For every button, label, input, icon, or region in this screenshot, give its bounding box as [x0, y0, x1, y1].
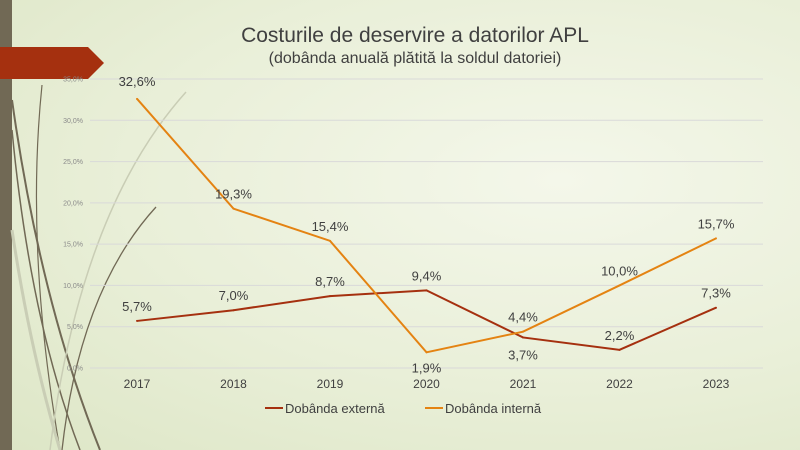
data-label: 10,0%	[601, 263, 638, 278]
data-label: 9,4%	[412, 268, 442, 283]
data-point	[232, 309, 235, 312]
y-tick-label: 5,0%	[67, 324, 83, 331]
x-tick-label: 2018	[220, 377, 247, 391]
data-label: 15,4%	[312, 219, 349, 234]
y-tick-label: 25,0%	[63, 159, 83, 166]
data-label: 15,7%	[698, 216, 735, 231]
data-label: 32,6%	[119, 74, 156, 89]
chart-title: Costurile de deservire a datorilor APL	[241, 24, 589, 47]
data-point	[715, 237, 717, 240]
data-point	[618, 284, 621, 287]
x-tick-label: 2020	[413, 377, 440, 391]
slide-sidebar-bar	[0, 0, 12, 450]
y-tick-label: 35,0%	[63, 77, 83, 84]
y-tick-label: 10,0%	[63, 283, 83, 290]
data-label: 3,7%	[508, 347, 538, 362]
data-label: 19,3%	[215, 187, 252, 202]
data-label: 2,2%	[605, 328, 635, 343]
data-label: 5,7%	[122, 299, 152, 314]
x-tick-label: 2022	[606, 377, 633, 391]
data-point	[136, 319, 138, 322]
legend-label: Dobânda externă	[285, 401, 386, 416]
data-point	[136, 97, 138, 100]
chart-subtitle: (dobânda anuală plătită la soldul datori…	[268, 50, 562, 67]
x-tick-label: 2021	[510, 377, 537, 391]
series-line-interna	[136, 98, 717, 354]
data-label: 7,3%	[701, 286, 731, 301]
data-point	[715, 306, 717, 309]
x-tick-label: 2017	[124, 377, 151, 391]
data-point	[618, 348, 621, 351]
decorative-curves	[10, 84, 187, 450]
y-tick-label: 20,0%	[63, 200, 83, 207]
data-label: 1,9%	[412, 360, 442, 375]
data-point	[425, 351, 428, 354]
y-tick-label: 30,0%	[63, 118, 83, 125]
legend-label: Dobânda internă	[445, 401, 542, 416]
data-label: 7,0%	[219, 288, 249, 303]
data-point	[232, 207, 235, 210]
data-label: 8,7%	[315, 274, 345, 289]
data-point	[425, 289, 428, 292]
title-ribbon	[0, 47, 104, 79]
data-point	[329, 295, 331, 298]
x-tick-label: 2023	[703, 377, 730, 391]
data-point	[522, 330, 524, 333]
y-tick-label: 15,0%	[63, 242, 83, 249]
x-tick-label: 2019	[317, 377, 344, 391]
y-tick-label: 0,0%	[67, 366, 83, 373]
data-point	[522, 336, 524, 339]
data-label: 4,4%	[508, 310, 538, 325]
data-point	[329, 239, 331, 242]
